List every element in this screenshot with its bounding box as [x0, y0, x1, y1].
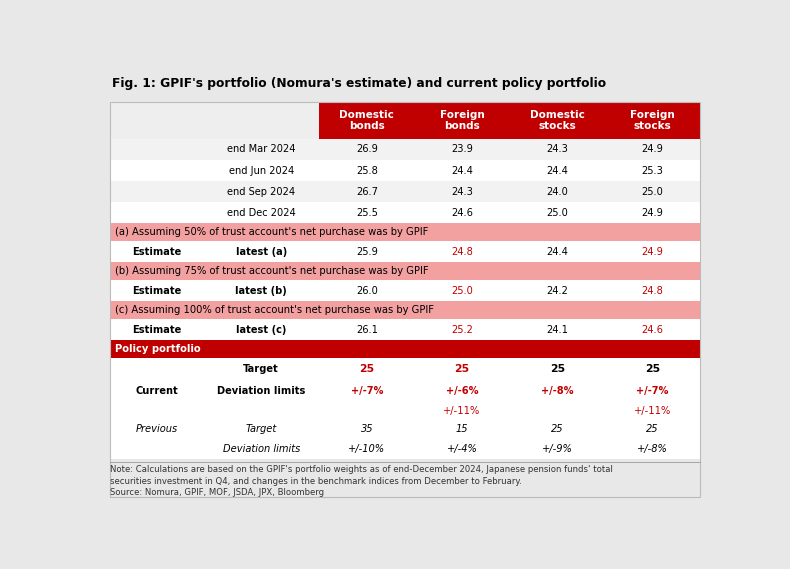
Bar [110, 262, 700, 280]
Text: 26.7: 26.7 [356, 187, 378, 197]
Text: 25.2: 25.2 [451, 324, 473, 335]
Text: 25.3: 25.3 [641, 166, 664, 176]
Text: Estimate: Estimate [132, 324, 181, 335]
Text: end Mar 2024: end Mar 2024 [227, 145, 295, 154]
Text: 25.9: 25.9 [356, 246, 378, 257]
Text: +/-10%: +/-10% [348, 444, 386, 454]
Text: 25.0: 25.0 [641, 187, 664, 197]
Text: end Sep 2024: end Sep 2024 [227, 187, 295, 197]
Text: Foreign
bonds: Foreign bonds [440, 110, 484, 131]
Text: +/-7%: +/-7% [351, 386, 383, 397]
Text: Note: Calculations are based on the GPIF's portfolio weights as of end-December : Note: Calculations are based on the GPIF… [110, 465, 613, 475]
Text: 35: 35 [360, 424, 373, 434]
Text: +/-4%: +/-4% [446, 444, 477, 454]
Text: Target: Target [243, 364, 279, 374]
Text: Domestic
bonds: Domestic bonds [340, 110, 394, 131]
Bar [319, 102, 415, 139]
Text: end Jun 2024: end Jun 2024 [228, 166, 294, 176]
Text: 24.1: 24.1 [546, 324, 568, 335]
Text: 24.3: 24.3 [451, 187, 473, 197]
Text: (b) Assuming 75% of trust account's net purchase was by GPIF: (b) Assuming 75% of trust account's net … [115, 266, 428, 276]
Bar [110, 241, 700, 262]
Text: Source: Nomura, GPIF, MOF, JSDA, JPX, Bloomberg: Source: Nomura, GPIF, MOF, JSDA, JPX, Bl… [110, 488, 324, 497]
Text: 25.0: 25.0 [451, 286, 473, 295]
Text: Estimate: Estimate [132, 246, 181, 257]
Text: +/-9%: +/-9% [542, 444, 573, 454]
Text: Target: Target [246, 424, 276, 434]
Text: (c) Assuming 100% of trust account's net purchase was by GPIF: (c) Assuming 100% of trust account's net… [115, 305, 434, 315]
Text: Deviation limits: Deviation limits [217, 386, 306, 397]
Text: 24.6: 24.6 [451, 208, 473, 218]
Bar [110, 340, 700, 358]
Bar [110, 358, 700, 380]
Text: Previous: Previous [135, 424, 178, 434]
Text: 25: 25 [645, 364, 660, 374]
Text: 25: 25 [646, 424, 659, 434]
Text: 25: 25 [454, 364, 469, 374]
Text: 24.6: 24.6 [641, 324, 664, 335]
Text: (a) Assuming 50% of trust account's net purchase was by GPIF: (a) Assuming 50% of trust account's net … [115, 227, 428, 237]
Text: Current: Current [135, 386, 178, 397]
Text: Fig. 1: GPIF's portfolio (Nomura's estimate) and current policy portfolio: Fig. 1: GPIF's portfolio (Nomura's estim… [112, 77, 607, 89]
Bar [110, 102, 319, 139]
Bar [415, 102, 510, 139]
Text: 25: 25 [551, 424, 563, 434]
Text: 25.5: 25.5 [356, 208, 378, 218]
Text: +/-8%: +/-8% [637, 444, 668, 454]
Bar [110, 380, 700, 402]
Text: Foreign
stocks: Foreign stocks [630, 110, 675, 131]
Text: +/-6%: +/-6% [446, 386, 479, 397]
Bar [110, 419, 700, 439]
Text: 24.4: 24.4 [547, 166, 568, 176]
Text: 25: 25 [359, 364, 374, 374]
Bar [110, 223, 700, 241]
Bar [510, 102, 605, 139]
Text: 24.3: 24.3 [547, 145, 568, 154]
Text: 24.0: 24.0 [547, 187, 568, 197]
Bar [110, 319, 700, 340]
Bar [110, 402, 700, 419]
Text: +/-8%: +/-8% [541, 386, 574, 397]
Text: 24.9: 24.9 [641, 145, 664, 154]
Bar [110, 301, 700, 319]
Text: Deviation limits: Deviation limits [223, 444, 299, 454]
Text: 24.8: 24.8 [641, 286, 664, 295]
Bar [110, 139, 700, 160]
Text: 26.9: 26.9 [356, 145, 378, 154]
Bar [110, 439, 700, 459]
Bar [605, 102, 700, 139]
Text: 26.1: 26.1 [356, 324, 378, 335]
Text: 24.8: 24.8 [451, 246, 473, 257]
Text: end Dec 2024: end Dec 2024 [227, 208, 295, 218]
Text: 24.2: 24.2 [547, 286, 568, 295]
Text: latest (c): latest (c) [236, 324, 286, 335]
Text: securities investment in Q4, and changes in the benchmark indices from December : securities investment in Q4, and changes… [110, 477, 521, 485]
Text: 24.4: 24.4 [451, 166, 473, 176]
Bar [110, 160, 700, 181]
Text: 25: 25 [550, 364, 565, 374]
Text: latest (b): latest (b) [235, 286, 287, 295]
Text: +/-7%: +/-7% [636, 386, 668, 397]
Text: Estimate: Estimate [132, 286, 181, 295]
Text: Domestic
stocks: Domestic stocks [530, 110, 585, 131]
Bar [110, 280, 700, 301]
Text: 25.0: 25.0 [547, 208, 568, 218]
Text: 26.0: 26.0 [356, 286, 378, 295]
Bar [110, 202, 700, 223]
Text: Policy portfolio: Policy portfolio [115, 344, 201, 354]
Text: 15: 15 [456, 424, 468, 434]
Text: 24.4: 24.4 [547, 246, 568, 257]
Text: 25.8: 25.8 [356, 166, 378, 176]
Bar [110, 181, 700, 202]
Text: +/-11%: +/-11% [634, 406, 671, 415]
Text: +/-11%: +/-11% [443, 406, 480, 415]
Text: 24.9: 24.9 [641, 208, 664, 218]
Text: 23.9: 23.9 [451, 145, 473, 154]
Text: latest (a): latest (a) [235, 246, 287, 257]
Text: 24.9: 24.9 [641, 246, 664, 257]
